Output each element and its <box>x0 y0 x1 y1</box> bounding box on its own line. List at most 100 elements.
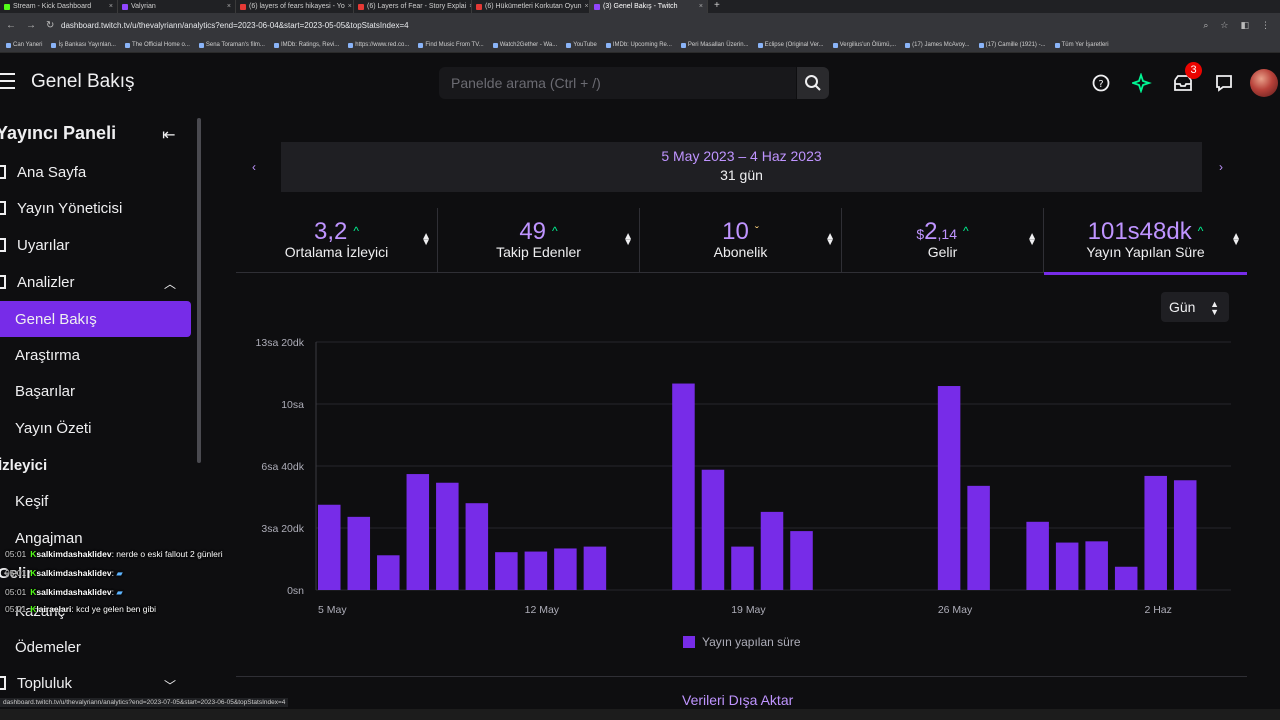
stat-value: 3,2 <box>313 218 348 245</box>
bookmark-item[interactable]: Can Yaneri <box>6 42 42 48</box>
menu-icon[interactable]: ⋮ <box>1261 20 1270 30</box>
whispers-icon[interactable] <box>1214 73 1234 93</box>
chat-time: 05:01 <box>5 568 27 578</box>
back-icon[interactable]: ← <box>6 20 16 31</box>
sidebar-item-label: Yayın Özeti <box>15 419 92 437</box>
analytics-icon <box>0 275 6 289</box>
sort-icon[interactable]: ▲ ▼ <box>825 231 835 248</box>
trend-up-icon: ^ <box>1197 224 1204 238</box>
browser-tab[interactable]: (6) layers of fears hikayesi - Yo × <box>236 0 354 13</box>
sidebar-item-stream-manager[interactable]: Yayın Yöneticisi <box>0 190 191 226</box>
tab-favicon-icon <box>358 3 364 10</box>
sidebar-scrollbar[interactable] <box>197 118 201 463</box>
sort-icon[interactable]: ▲ ▼ <box>1231 231 1241 248</box>
browser-nav-buttons[interactable]: ← → ↻ <box>0 20 61 31</box>
forward-icon[interactable]: → <box>26 20 36 31</box>
emote-icon: ▰ <box>116 568 123 578</box>
sidebar-item-earnings[interactable]: Kazanç <box>0 593 191 629</box>
stat-revenue[interactable]: $2,14 ^ Gelir ▲ ▼ <box>842 208 1044 272</box>
browser-tab[interactable]: (6) Layers of Fear - Story Explai× <box>354 0 472 13</box>
bookmark-item[interactable]: https://www.red.co... <box>348 42 409 48</box>
chart-bar <box>1085 541 1108 590</box>
bookmark-item[interactable]: (17) James McAvoy... <box>905 42 970 48</box>
export-data-link[interactable]: Verileri Dışa Aktar <box>682 692 794 708</box>
bookmark-item[interactable]: İş Bankası Yayınlan... <box>51 42 116 48</box>
sparkle-icon[interactable] <box>1132 73 1152 93</box>
hamburger-menu-icon[interactable] <box>0 73 15 89</box>
close-tab-icon[interactable]: × <box>108 3 113 10</box>
granularity-select[interactable]: Gün ▲ ▼ <box>1161 292 1229 322</box>
chart-bar <box>1144 475 1167 590</box>
url-field[interactable]: dashboard.twitch.tv/u/thevalyriann/analy… <box>61 21 409 30</box>
svg-text:?: ? <box>1098 79 1103 90</box>
date-range-picker[interactable]: 5 May 2023 – 4 Haz 2023 31 gün <box>281 142 1202 192</box>
bookmark-item[interactable]: Eclipse (Original Ver... <box>757 42 824 48</box>
search-button[interactable] <box>797 67 829 99</box>
trend-up-icon: ^ <box>552 224 558 238</box>
sidebar-item-engagement[interactable]: Angajman <box>0 520 191 556</box>
x-tick-label: 19 May <box>731 604 766 616</box>
sort-icon[interactable]: ▲ ▼ <box>623 231 633 248</box>
bookmark-item[interactable]: Peri Masalları Üzerin... <box>680 42 749 48</box>
browser-tab[interactable]: (3) Genel Bakış - Twitch × <box>590 0 708 13</box>
extension-icon[interactable]: ◧ <box>1240 20 1249 30</box>
bookmark-label: Vergilius'un Ölümü,... <box>839 42 897 48</box>
browser-tab[interactable]: Stream - Kick Dashboard × <box>0 0 118 13</box>
x-tick-label: 2 Haz <box>1144 604 1171 616</box>
previous-period-icon[interactable]: ‹ <box>252 160 256 174</box>
chevron-down-icon[interactable]: ﹀ <box>164 679 177 693</box>
chevron-up-icon[interactable]: ︿ <box>164 277 177 291</box>
help-icon[interactable]: ? <box>1091 73 1111 93</box>
reload-icon[interactable]: ↻ <box>46 20 55 31</box>
sidebar-item-discovery[interactable]: Keşif <box>0 483 191 519</box>
sidebar-item-alerts[interactable]: Uyarılar <box>0 227 191 263</box>
sort-icon[interactable]: ▲ ▼ <box>1027 231 1037 248</box>
collapse-sidebar-icon[interactable]: ⇤ <box>162 127 176 144</box>
browser-tab[interactable]: (6) Hükümetleri Korkutan Oyun × <box>472 0 590 13</box>
sidebar-item-research[interactable]: Araştırma <box>0 337 191 373</box>
sidebar-item-analytics[interactable]: Analizler <box>0 264 191 300</box>
address-bar: ← → ↻ dashboard.twitch.tv/u/thevalyriann/a… <box>0 13 1280 38</box>
close-tab-icon[interactable]: × <box>584 3 589 10</box>
close-tab-icon[interactable]: × <box>347 3 352 10</box>
bookmark-item[interactable]: Vergilius'un Ölümü,... <box>832 42 897 48</box>
kick-icon: K <box>30 568 37 578</box>
stat-streamed-time[interactable]: 101s48dk ^ Yayın Yapılan Süre ▲ ▼ <box>1044 208 1247 275</box>
bookmark-item[interactable]: IMDb: Upcoming Re... <box>605 42 672 48</box>
sort-icon[interactable]: ▲ ▼ <box>421 231 431 248</box>
y-tick-label: 13sa 20dk <box>256 337 305 349</box>
bookmark-item[interactable]: Tüm Yer İşaretleri <box>1054 42 1109 48</box>
search-icon <box>805 75 821 91</box>
close-tab-icon[interactable]: × <box>469 3 471 10</box>
zoom-icon[interactable]: ⌕ <box>1203 20 1209 30</box>
chat-user: lairaelari <box>36 604 72 614</box>
bookmark-item[interactable]: Watch2Gether - Wa... <box>492 42 557 48</box>
search-input[interactable]: Panelde arama (Ctrl + /) <box>439 67 796 99</box>
sidebar-item-community[interactable]: Topluluk <box>0 665 191 700</box>
sidebar-item-overview[interactable]: Genel Bakış <box>0 301 191 337</box>
browser-tab[interactable]: Valyrian × <box>118 0 236 13</box>
bookmark-item[interactable]: Find Music From TV... <box>418 42 484 48</box>
stream-manager-icon <box>0 201 6 215</box>
bookmark-item[interactable]: YouTube <box>566 42 597 48</box>
stat-followers[interactable]: 49 ^ Takip Edenler ▲ ▼ <box>438 208 640 272</box>
stat-subscriptions[interactable]: 10 ˇ Abonelik ▲ ▼ <box>640 208 842 272</box>
bookmark-item[interactable]: Sena Toraman's film... <box>198 42 265 48</box>
bookmark-item[interactable]: (17) Camille (1921) -... <box>978 42 1046 48</box>
sidebar-item-payouts[interactable]: Ödemeler <box>0 629 191 665</box>
sidebar-item-label: Keşif <box>15 492 49 510</box>
sidebar-item-home[interactable]: Ana Sayfa <box>0 154 191 190</box>
avatar[interactable] <box>1250 69 1278 97</box>
sidebar-item-label: Başarılar <box>15 382 76 400</box>
new-tab-icon[interactable]: + <box>714 0 720 11</box>
close-tab-icon[interactable]: × <box>226 3 231 10</box>
chart-bar <box>760 511 784 590</box>
sidebar-item-stream-summary[interactable]: Yayın Özeti <box>0 410 191 446</box>
bookmark-item[interactable]: IMDb: Ratings, Revi... <box>273 42 339 48</box>
stat-avg-viewers[interactable]: 3,2 ^ Ortalama İzleyici ▲ ▼ <box>236 208 438 272</box>
next-period-icon[interactable]: › <box>1219 160 1223 174</box>
close-tab-icon[interactable]: × <box>698 3 703 10</box>
bookmark-item[interactable]: The Official Home o... <box>124 42 190 48</box>
sidebar-item-achievements[interactable]: Başarılar <box>0 373 191 409</box>
star-icon[interactable]: ☆ <box>1220 20 1229 30</box>
